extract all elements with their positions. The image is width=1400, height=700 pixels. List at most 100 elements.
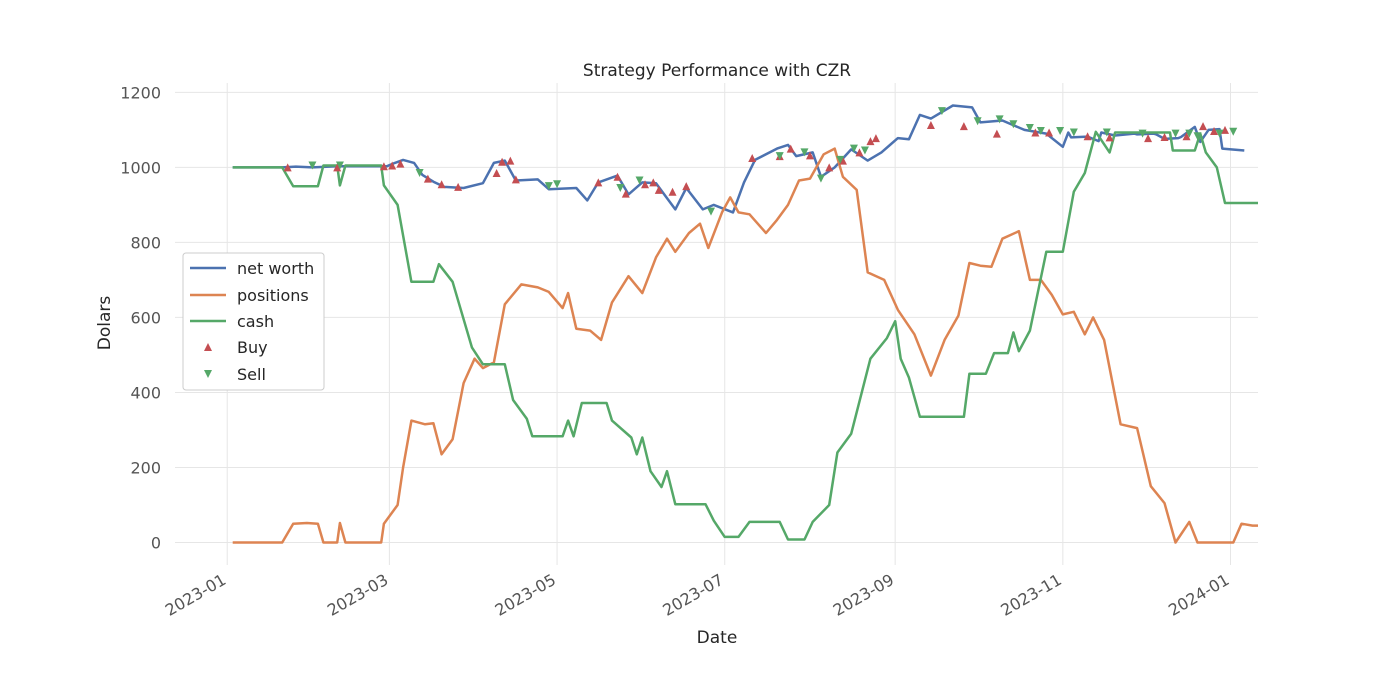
buy-marker — [649, 178, 658, 187]
buy-marker — [805, 151, 814, 160]
buy-marker — [1105, 133, 1114, 142]
series-layer — [232, 104, 1258, 544]
buy-marker — [492, 169, 501, 178]
legend-label-sell: Sell — [237, 365, 266, 384]
marker-layer — [283, 107, 1238, 216]
sell-marker — [1102, 128, 1111, 137]
sell-marker — [1185, 129, 1194, 138]
sell-marker — [1009, 120, 1018, 129]
buy-marker — [959, 122, 968, 131]
buy-marker — [1182, 132, 1191, 141]
series-line-net-worth — [232, 104, 1245, 214]
buy-marker — [454, 182, 463, 191]
buy-marker — [871, 134, 880, 143]
buy-marker — [992, 129, 1001, 138]
y-tick-label: 0 — [151, 533, 161, 552]
buy-marker — [1144, 134, 1153, 143]
buy-marker — [283, 163, 292, 172]
x-tick-label: 2023-01 — [162, 570, 229, 620]
y-tick-label: 800 — [130, 233, 161, 252]
legend-swatch-sell — [204, 370, 212, 378]
buy-marker — [423, 174, 432, 183]
buy-marker — [506, 156, 515, 165]
buy-marker — [333, 163, 342, 172]
sell-marker — [1025, 124, 1034, 133]
buy-marker — [379, 162, 388, 171]
buy-marker — [748, 154, 757, 163]
x-tick-label: 2024-01 — [1165, 570, 1232, 620]
sell-marker — [860, 146, 869, 155]
buy-marker — [621, 189, 630, 198]
x-tick-label: 2023-03 — [324, 570, 391, 620]
y-tick-label: 1000 — [120, 158, 161, 177]
y-tick-label: 1200 — [120, 83, 161, 102]
sell-marker — [775, 152, 784, 161]
y-axis-label: Dolars — [95, 296, 115, 351]
buy-marker — [1210, 127, 1219, 136]
buy-marker — [388, 161, 397, 170]
legend-label-positions: positions — [237, 286, 309, 305]
buy-marker — [825, 163, 834, 172]
legend-label-buy: Buy — [237, 338, 268, 357]
y-tick-label: 400 — [130, 383, 161, 402]
buy-marker — [511, 175, 520, 184]
x-tick-label: 2023-11 — [997, 570, 1064, 620]
x-tick-label: 2023-09 — [830, 570, 897, 620]
series-line-positions — [232, 147, 1258, 544]
y-tick-label: 200 — [130, 458, 161, 477]
series-line-cash — [232, 130, 1258, 541]
legend: net worth positions cash Buy Sell — [182, 252, 325, 391]
sell-marker — [1069, 128, 1078, 137]
y-tick-label: 600 — [130, 308, 161, 327]
buy-marker — [641, 180, 650, 189]
legend-label-net-worth: net worth — [237, 259, 314, 278]
x-tick-label: 2023-07 — [659, 570, 726, 620]
buy-marker — [866, 137, 875, 146]
sell-marker — [616, 184, 625, 193]
sell-marker — [1171, 129, 1180, 138]
sell-marker — [415, 169, 424, 178]
buy-marker — [1221, 125, 1230, 134]
sell-marker — [836, 155, 845, 164]
buy-marker — [594, 178, 603, 187]
sell-marker — [1056, 127, 1065, 136]
sell-marker — [849, 144, 858, 153]
buy-marker — [1031, 128, 1040, 137]
sell-marker — [937, 107, 946, 116]
legend-label-cash: cash — [237, 312, 274, 331]
sell-marker — [635, 176, 644, 185]
sell-marker — [707, 207, 716, 216]
buy-marker — [1199, 122, 1208, 131]
sell-marker — [973, 117, 982, 126]
sell-marker — [1229, 127, 1238, 136]
buy-marker — [1083, 132, 1092, 141]
buy-marker — [926, 121, 935, 130]
sell-marker — [335, 161, 344, 170]
sell-marker — [1138, 129, 1147, 138]
buy-marker — [654, 185, 663, 194]
x-axis-label: Date — [697, 628, 738, 648]
sell-marker — [308, 161, 317, 170]
sell-marker — [1036, 127, 1045, 136]
buy-marker — [682, 182, 691, 191]
sell-marker — [995, 115, 1004, 124]
buy-marker — [613, 172, 622, 181]
x-tick-label: 2023-05 — [492, 570, 559, 620]
sell-marker — [1193, 132, 1202, 141]
sell-marker — [800, 148, 809, 157]
buy-marker — [1045, 128, 1054, 137]
buy-marker — [498, 157, 507, 166]
sell-marker — [1215, 129, 1224, 138]
buy-marker — [838, 156, 847, 165]
legend-swatch-buy — [204, 343, 212, 351]
sell-marker — [553, 180, 562, 189]
buy-marker — [396, 159, 405, 168]
sell-marker — [544, 182, 553, 191]
legend-box — [182, 252, 325, 391]
buy-marker — [668, 187, 677, 196]
sell-marker — [816, 174, 825, 183]
buy-marker — [1160, 133, 1169, 142]
buy-marker — [437, 180, 446, 189]
buy-marker — [855, 148, 864, 157]
